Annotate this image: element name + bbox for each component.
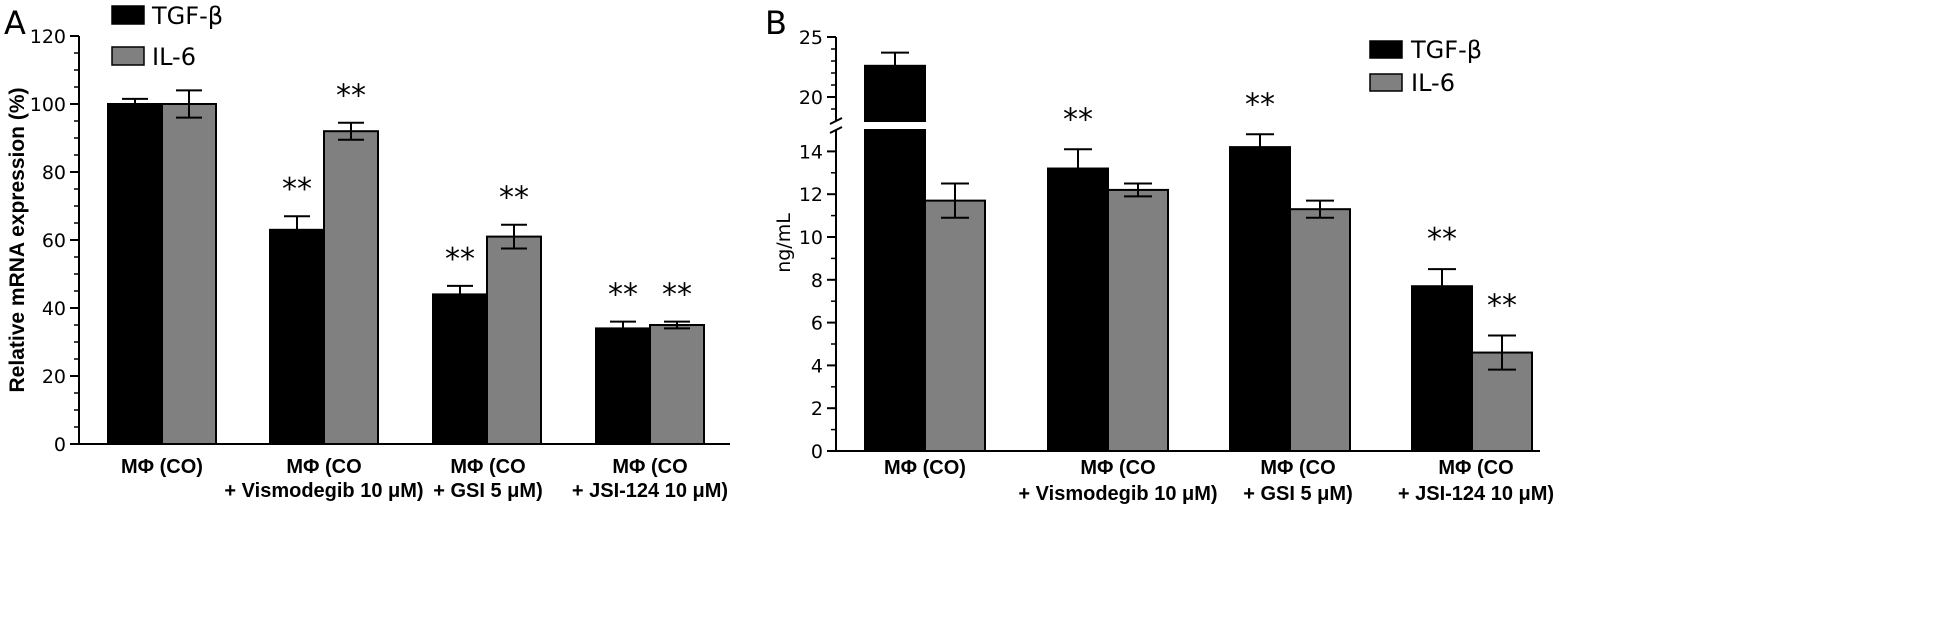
- panel-a-y-tick-label: 20: [42, 366, 66, 388]
- panel-a-legend-tgf-label: TGF-β: [151, 2, 223, 30]
- panel-b-y-tick-label: 6: [811, 313, 823, 335]
- panel-b-y-tick-label: 2: [811, 398, 823, 420]
- panel-a-bar: [269, 228, 325, 445]
- panel-a-significance-label: **: [662, 278, 692, 313]
- panel-b-category-label: + JSI-124 10 μM): [1398, 483, 1554, 505]
- panel-b-category-label: MΦ (CO: [1260, 457, 1335, 479]
- panel-a-legend-tgf-swatch: [111, 5, 145, 25]
- panel-b-legend-il6-label: IL-6: [1411, 69, 1455, 97]
- panel-a-bar: [595, 327, 651, 445]
- panel-a-y-tick-label: 80: [42, 162, 66, 184]
- panel-a-y-tick-label: 60: [42, 230, 66, 252]
- panel-b-y-tick-label: 12: [799, 184, 823, 206]
- panel-a-bar: [323, 130, 379, 445]
- panel-b-y-tick-label: 8: [811, 270, 823, 292]
- panel-a-category-label: MΦ (CO: [450, 456, 525, 478]
- panel-b-y-axis-title: ng/mL: [773, 213, 795, 273]
- panel-b-y-tick-label: 0: [811, 441, 823, 463]
- panel-a-bar: [107, 103, 163, 445]
- panel-a-category-label: + Vismodegib 10 μM): [224, 480, 423, 502]
- panel-a-legend-il6-swatch: [111, 46, 145, 66]
- panel-b-legend-tgf-label: TGF-β: [1410, 36, 1482, 64]
- panel-a-category-label: + GSI 5 μM): [433, 480, 542, 502]
- panel-a-y-tick-label: 120: [30, 26, 66, 48]
- panel-b-chart: 0 2 4 6 8 10 12 14 20 25 ** ** ** ** MΦ (CO) MΦ (CO + Vi…: [799, 27, 1554, 505]
- panel-a-significance-label: **: [499, 181, 529, 216]
- panel-b-y-tick-label: 14: [799, 141, 823, 163]
- panel-a-significance-label: **: [336, 79, 366, 114]
- panel-b-bar: [1047, 167, 1109, 453]
- panel-a-category-label: MΦ (CO: [286, 456, 361, 478]
- panel-a-y-tick-label: 0: [54, 434, 66, 456]
- panel-b-significance-label: **: [1245, 87, 1275, 122]
- panel-b-label: B: [765, 4, 787, 42]
- panel-b-category-label: MΦ (CO): [884, 457, 966, 479]
- panel-b-bar: [924, 199, 986, 452]
- panel-b-significance-label: **: [1063, 102, 1093, 137]
- panel-a-category-label: MΦ (CO: [612, 456, 687, 478]
- panel-b-bar: [1107, 188, 1169, 452]
- panel-a-label: A: [4, 4, 26, 42]
- panel-a-y-tick-label: 40: [42, 298, 66, 320]
- panel-b-category-label: MΦ (CO: [1080, 457, 1155, 479]
- panel-b-bar: [1289, 208, 1351, 452]
- panel-b-significance-label: **: [1487, 288, 1517, 323]
- panel-a-bar: [649, 324, 705, 445]
- panel-b-y-tick-label: 20: [799, 87, 823, 109]
- panel-b-bar-lower-part: [864, 129, 926, 452]
- panel-a-bar: [486, 235, 542, 445]
- panel-b-bar: [1229, 146, 1291, 452]
- panel-b-axis-break-mark: [829, 126, 843, 134]
- panel-b-y-tick-label: 10: [799, 227, 823, 249]
- panel-a-bar: [432, 293, 488, 445]
- panel-a-significance-label: **: [608, 278, 638, 313]
- panel-b-category-label: + Vismodegib 10 μM): [1018, 483, 1217, 505]
- panel-b-category-label: MΦ (CO: [1438, 457, 1513, 479]
- panel-b-category-label: + GSI 5 μM): [1243, 483, 1352, 505]
- panel-b-significance-label: **: [1427, 222, 1457, 257]
- panel-b-legend-il6-swatch: [1369, 73, 1403, 92]
- panel-a-bar: [161, 103, 217, 445]
- panel-b-legend-tgf-swatch: [1369, 40, 1403, 59]
- panel-b-y-tick-label: 4: [811, 355, 823, 377]
- panel-a-category-label: + JSI-124 10 μM): [572, 480, 728, 502]
- panel-b-axis-break-mark: [829, 117, 843, 125]
- panel-a-y-tick-label: 100: [30, 94, 66, 116]
- panel-a-category-label: MΦ (CO): [121, 456, 203, 478]
- panel-b-bar: [1411, 285, 1473, 452]
- panel-a-y-axis-title: Relative mRNA expression (%): [6, 88, 29, 393]
- panel-a-legend-il6-label: IL-6: [152, 43, 196, 71]
- panel-a-chart: 0 20 40 60 80 100 120 ** ** ** ** ** ** MΦ (CO) MΦ (CO…: [30, 2, 730, 502]
- panel-a-significance-label: **: [445, 242, 475, 277]
- panel-a-significance-label: **: [282, 172, 312, 207]
- panel-b-y-tick-label: 25: [799, 27, 823, 49]
